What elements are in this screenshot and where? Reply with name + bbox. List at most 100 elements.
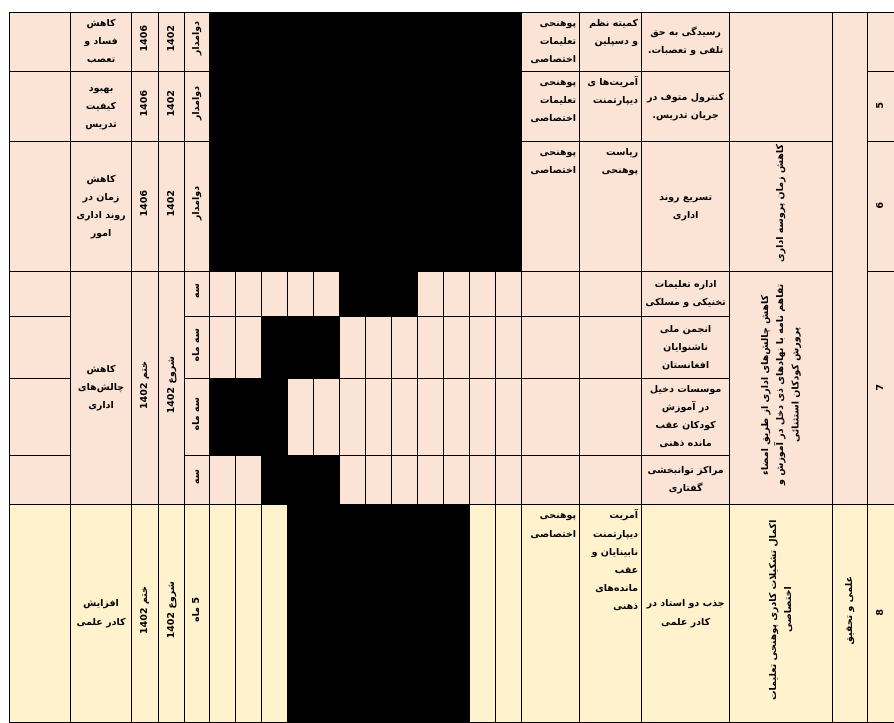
- activity-cell-text: تسریع روند اداری: [659, 192, 712, 221]
- goal-cell: افزایش کادر علمی: [71, 505, 132, 722]
- month-cell-active: [236, 379, 262, 456]
- responsible-cell-text: پوهنحی تعلیمات اختصاصی: [530, 77, 576, 124]
- number-cell: [868, 13, 894, 72]
- note-cell: [10, 317, 71, 379]
- start-year-cell: شروع 1402: [159, 272, 185, 505]
- unit-cell-text: آمریت‌ها ی دیپارتمنت: [587, 77, 638, 106]
- month-cell: [210, 272, 236, 317]
- responsible-cell-text: پوهنحی اختصاصی: [530, 147, 576, 176]
- start-year-cell: 1402: [159, 13, 185, 72]
- end-year-cell-text: 1406: [138, 90, 151, 116]
- domain-cell-text: علمی و تحقیق: [843, 576, 856, 645]
- activity-cell-text: کنترول متوف در جریان تدریس.: [647, 92, 724, 121]
- month-cell: [340, 379, 366, 456]
- month-cell-active: [314, 317, 340, 379]
- note-cell: [10, 13, 71, 72]
- number-cell-text: 7: [874, 384, 887, 391]
- start-year-cell-text: شروع 1402: [165, 581, 178, 638]
- unit-cell: آمریت‌ها ی دیپارتمنت: [580, 72, 642, 142]
- duration-cell: دوامدار: [185, 142, 210, 272]
- objective-cell: [730, 13, 833, 142]
- duration-cell-text: دوامدار: [190, 186, 203, 220]
- month-cell: [210, 456, 236, 505]
- activity-cell: جذب دو استاد در کادر علمی: [642, 505, 730, 722]
- month-cell: [496, 505, 522, 722]
- goal-cell-text: افزایش کادر علمی: [76, 598, 125, 627]
- number-cell-text: 5: [874, 102, 887, 109]
- month-cell: [210, 317, 236, 379]
- month-cell-active: [366, 505, 392, 722]
- end-year-cell-text: ختم 1402: [138, 586, 151, 634]
- duration-cell: دوامدار: [185, 72, 210, 142]
- month-cell: [392, 379, 418, 456]
- activity-cell-text: مراکز توانبخشی گفتاری: [647, 465, 723, 494]
- duration-cell: سه: [185, 456, 210, 505]
- duration-cell: سه ماه: [185, 379, 210, 456]
- duration-cell-text: دوامدار: [190, 86, 203, 120]
- unit-cell-text: آمریت دیپارتمنت نابینایان و عقب مانده‌ها…: [592, 510, 638, 611]
- responsible-cell-text: پوهنحی اختصاصی: [530, 510, 576, 539]
- month-cell: [366, 317, 392, 379]
- note-cell: [10, 505, 71, 722]
- month-cell: [444, 272, 470, 317]
- month-cell-active: [262, 317, 288, 379]
- month-cell: [470, 317, 496, 379]
- month-cell: [314, 272, 340, 317]
- end-year-cell-text: 1406: [138, 190, 151, 216]
- objective-cell: اکمال تشکیلات کادری پوهنحی تعلیمات اختصا…: [730, 505, 833, 722]
- end-year-cell-text: ختم 1402: [138, 361, 151, 409]
- activity-cell-text: رسیدگی به حق تلفی و تعصبات.: [648, 27, 723, 56]
- activity-cell: تسریع روند اداری: [642, 142, 730, 272]
- month-cell-active: [262, 379, 288, 456]
- month-cell: [314, 379, 340, 456]
- activity-cell: انجمن ملی ناشنوایان افغانستان: [642, 317, 730, 379]
- start-year-cell-text: 1402: [165, 25, 178, 51]
- month-cell: [496, 379, 522, 456]
- goal-cell-text: کاهش زمان در روند اداری امور: [76, 174, 125, 239]
- activity-cell: رسیدگی به حق تلفی و تعصبات.: [642, 13, 730, 72]
- month-cell: [340, 317, 366, 379]
- note-cell: [10, 379, 71, 456]
- objective-cell-text: کاهش زمان پروسه اداری: [773, 144, 788, 262]
- month-cell-active: [340, 505, 366, 722]
- end-year-cell: 1406: [132, 72, 159, 142]
- month-cell: [288, 379, 314, 456]
- responsible-cell: پوهنحی تعلیمات اختصاصی: [522, 13, 580, 72]
- start-year-cell: شروع 1402: [159, 505, 185, 722]
- note-cell: [10, 72, 71, 142]
- number-cell: 5: [868, 72, 894, 142]
- month-cell-active: [210, 13, 522, 72]
- objective-cell: کاهش چالش‌های اداری از طریق امضاء تفاهم …: [730, 272, 833, 505]
- month-cell: [470, 456, 496, 505]
- duration-cell: سه ماه: [185, 317, 210, 379]
- objective-cell-text: اکمال تشکیلات کادری پوهنحی تعلیمات اختصا…: [766, 507, 796, 712]
- number-cell-text: 6: [874, 202, 887, 209]
- month-cell: [288, 272, 314, 317]
- month-cell-active: [444, 505, 470, 722]
- month-cell: [262, 505, 288, 722]
- responsible-cell: [522, 379, 580, 456]
- goal-cell-text: بهبود کیفیت تدریس: [85, 83, 117, 130]
- month-cell: [236, 317, 262, 379]
- month-cell: [210, 505, 236, 722]
- unit-cell-text: ریاست پوهنحی: [602, 147, 638, 176]
- month-cell: [418, 456, 444, 505]
- start-year-cell: 1402: [159, 72, 185, 142]
- duration-cell-text: سه: [190, 283, 203, 298]
- unit-cell: کمیته نظم و دسپلین: [580, 13, 642, 72]
- duration-cell: سه: [185, 272, 210, 317]
- goal-cell: کاهش چالش‌های اداری: [71, 272, 132, 505]
- activity-cell: اداره تعلیمات تخنیکی و مسلکی: [642, 272, 730, 317]
- end-year-cell-text: 1406: [138, 25, 151, 51]
- goal-cell: کاهش زمان در روند اداری امور: [71, 142, 132, 272]
- unit-cell: ریاست پوهنحی: [580, 142, 642, 272]
- end-year-cell: ختم 1402: [132, 272, 159, 505]
- objective-cell-text: کاهش چالش‌های اداری از طریق امضاء تفاهم …: [758, 282, 804, 487]
- month-cell-active: [288, 456, 314, 505]
- number-cell: 6: [868, 142, 894, 272]
- month-cell: [418, 317, 444, 379]
- activity-cell: کنترول متوف در جریان تدریس.: [642, 72, 730, 142]
